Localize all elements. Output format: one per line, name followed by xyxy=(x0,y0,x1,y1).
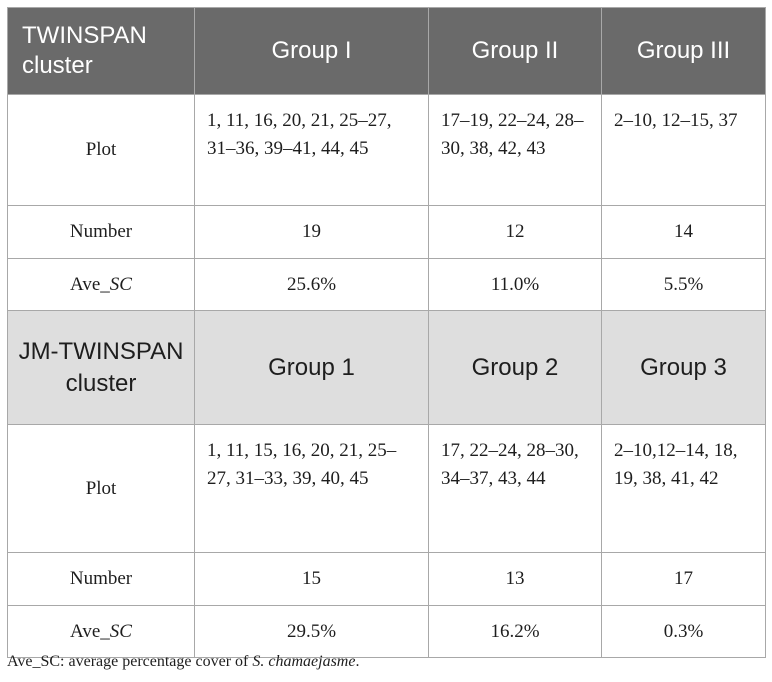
table-cell: 1, 11, 15, 16, 20, 21, 25–27, 31–33, 39,… xyxy=(194,424,429,553)
header-row-jm-twinspan: JM-TWINSPAN cluster Group 1 Group 2 Grou… xyxy=(7,310,766,425)
table-cell: 14 xyxy=(601,205,766,259)
header-row-twinspan: TWINSPAN cluster Group I Group II Group … xyxy=(7,7,766,95)
header-cell: Group I xyxy=(194,7,429,95)
footnote-species: S. chamaejasme xyxy=(252,653,356,670)
table-row: Number 15 13 17 xyxy=(7,552,766,606)
table-row: Ave_SC 25.6% 11.0% 5.5% xyxy=(7,258,766,311)
table-row: Ave_SC 29.5% 16.2% 0.3% xyxy=(7,605,766,658)
header-cell: Group 2 xyxy=(428,310,602,425)
data-table: TWINSPAN cluster Group I Group II Group … xyxy=(7,7,766,658)
header-cell: JM-TWINSPAN cluster xyxy=(7,310,195,425)
table-row: Plot 1, 11, 16, 20, 21, 25–27, 31–36, 39… xyxy=(7,94,766,206)
row-label: Ave_SC xyxy=(7,258,195,311)
row-label: Plot xyxy=(7,94,195,206)
table-cell: 15 xyxy=(194,552,429,606)
footnote-end: . xyxy=(355,653,360,670)
row-label: Number xyxy=(7,205,195,259)
row-label: Ave_SC xyxy=(7,605,195,658)
table-row: Plot 1, 11, 15, 16, 20, 21, 25–27, 31–33… xyxy=(7,424,766,553)
header-cell: Group 3 xyxy=(601,310,766,425)
table-cell: 16.2% xyxy=(428,605,602,658)
table-cell: 11.0% xyxy=(428,258,602,311)
header-cell: Group III xyxy=(601,7,766,95)
table-cell: 17 xyxy=(601,552,766,606)
row-label: Plot xyxy=(7,424,195,553)
table-cell: 17, 22–24, 28–30, 34–37, 43, 44 xyxy=(428,424,602,553)
footnote-text: Ave_SC: average percentage cover of xyxy=(7,653,253,670)
table-cell: 29.5% xyxy=(194,605,429,658)
row-label-prefix: Ave_ xyxy=(70,620,110,642)
table-cell: 17–19, 22–24, 28–30, 38, 42, 43 xyxy=(428,94,602,206)
header-cell: TWINSPAN cluster xyxy=(7,7,195,95)
table-cell: 19 xyxy=(194,205,429,259)
header-cell: Group II xyxy=(428,7,602,95)
table-cell: 1, 11, 16, 20, 21, 25–27, 31–36, 39–41, … xyxy=(194,94,429,206)
table-cell: 13 xyxy=(428,552,602,606)
table-cell: 0.3% xyxy=(601,605,766,658)
header-cell: Group 1 xyxy=(194,310,429,425)
table-footnote: Ave_SC: average percentage cover of S. c… xyxy=(7,653,359,671)
row-label-prefix: Ave_ xyxy=(70,273,110,295)
row-label-italic: SC xyxy=(109,273,132,295)
table-cell: 25.6% xyxy=(194,258,429,311)
table-cell: 12 xyxy=(428,205,602,259)
row-label-italic: SC xyxy=(109,620,132,642)
table-cell: 2–10,12–14, 18, 19, 38, 41, 42 xyxy=(601,424,766,553)
table-cell: 2–10, 12–15, 37 xyxy=(601,94,766,206)
table-row: Number 19 12 14 xyxy=(7,205,766,259)
row-label: Number xyxy=(7,552,195,606)
table-cell: 5.5% xyxy=(601,258,766,311)
